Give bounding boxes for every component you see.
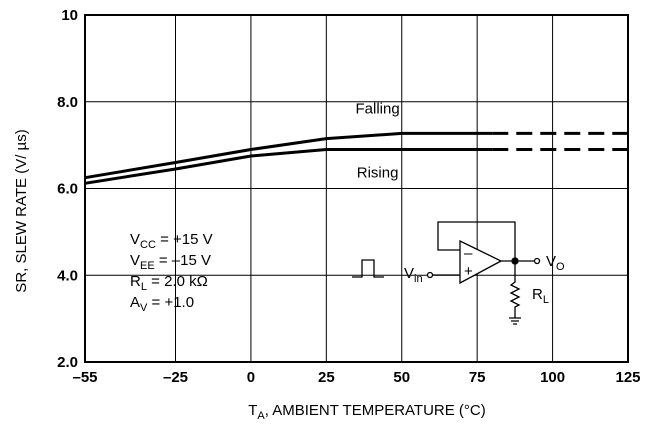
y-tick-label: 4.0 (57, 267, 78, 284)
circuit-diagram (352, 221, 541, 325)
series-line-rising (84, 148, 493, 185)
load-resistor (509, 261, 521, 318)
x-tick-label: 50 (393, 369, 410, 386)
condition-value: = +15 V (156, 231, 213, 248)
x-tick-label: 125 (615, 369, 640, 386)
rl-label-main: R (532, 286, 543, 303)
x-tick-label: 0 (247, 369, 255, 386)
condition-symbol: R (130, 273, 141, 290)
x-axis-label: TA, AMBIENT TEMPERATURE (°C) (248, 402, 486, 422)
plot-frame (84, 14, 629, 363)
vout-label-sub: O (556, 261, 565, 273)
opamp-symbol (459, 239, 503, 285)
series-lines (84, 131, 628, 185)
y-tick-label: 10 (61, 7, 78, 24)
vout-label-main: V (546, 253, 556, 270)
feedback-wire (437, 221, 516, 261)
vin-terminal (426, 271, 434, 279)
pulse-symbol (352, 259, 384, 278)
vout-label: VO (546, 253, 565, 273)
y-tick-label: 8.0 (57, 94, 78, 111)
condition-subscript: L (141, 281, 147, 293)
vout-terminal (533, 257, 541, 265)
condition-subscript: V (140, 302, 148, 314)
vin-label: Vin (404, 265, 423, 285)
x-tick-label: 25 (318, 369, 335, 386)
condition-av: AV = +1.0 (130, 294, 194, 314)
vin-label-main: V (404, 265, 414, 282)
opamp-minus-label: – (464, 245, 473, 262)
x-tick-label: 100 (540, 369, 565, 386)
vin-label-sub: in (414, 273, 423, 285)
condition-symbol: A (130, 294, 140, 311)
x-axis-label-sub: A (257, 410, 265, 422)
condition-subscript: EE (140, 260, 155, 272)
y-tick-label: 2.0 (57, 354, 78, 371)
condition-symbol: V (130, 231, 140, 248)
condition-value: = –15 V (155, 252, 211, 269)
condition-symbol: V (130, 252, 140, 269)
x-tick-label: 75 (469, 369, 486, 386)
y-axis-label: SR, SLEW RATE (V/ µs) (13, 129, 30, 292)
x-axis-label-t: T (248, 402, 257, 419)
condition-value: = +1.0 (147, 294, 194, 311)
rl-label: RL (532, 286, 549, 306)
series-label-rising: Rising (357, 164, 399, 181)
condition-vcc: VCC = +15 V (130, 231, 213, 251)
condition-value: = 2.0 kΩ (147, 273, 208, 290)
condition-rl: RL = 2.0 kΩ (130, 273, 208, 293)
rl-label-sub: L (543, 294, 549, 306)
series-line-falling (84, 131, 493, 180)
y-axis-ticks: 2.0 4.0 6.0 8.0 10 (57, 7, 78, 371)
y-tick-label: 6.0 (57, 181, 78, 198)
x-axis-label-rest: , AMBIENT TEMPERATURE (°C) (265, 402, 486, 419)
condition-subscript: CC (140, 239, 156, 251)
series-label-falling: Falling (356, 100, 400, 117)
series-labels: Falling Rising (356, 100, 400, 181)
x-axis-ticks: –55 –25 0 25 50 75 100 125 (72, 369, 640, 386)
ground-symbol (509, 317, 521, 325)
condition-vee: VEE = –15 V (130, 252, 211, 272)
x-tick-label: –55 (72, 369, 97, 386)
x-tick-label: –25 (163, 369, 188, 386)
opamp-plus-label: + (464, 263, 473, 280)
